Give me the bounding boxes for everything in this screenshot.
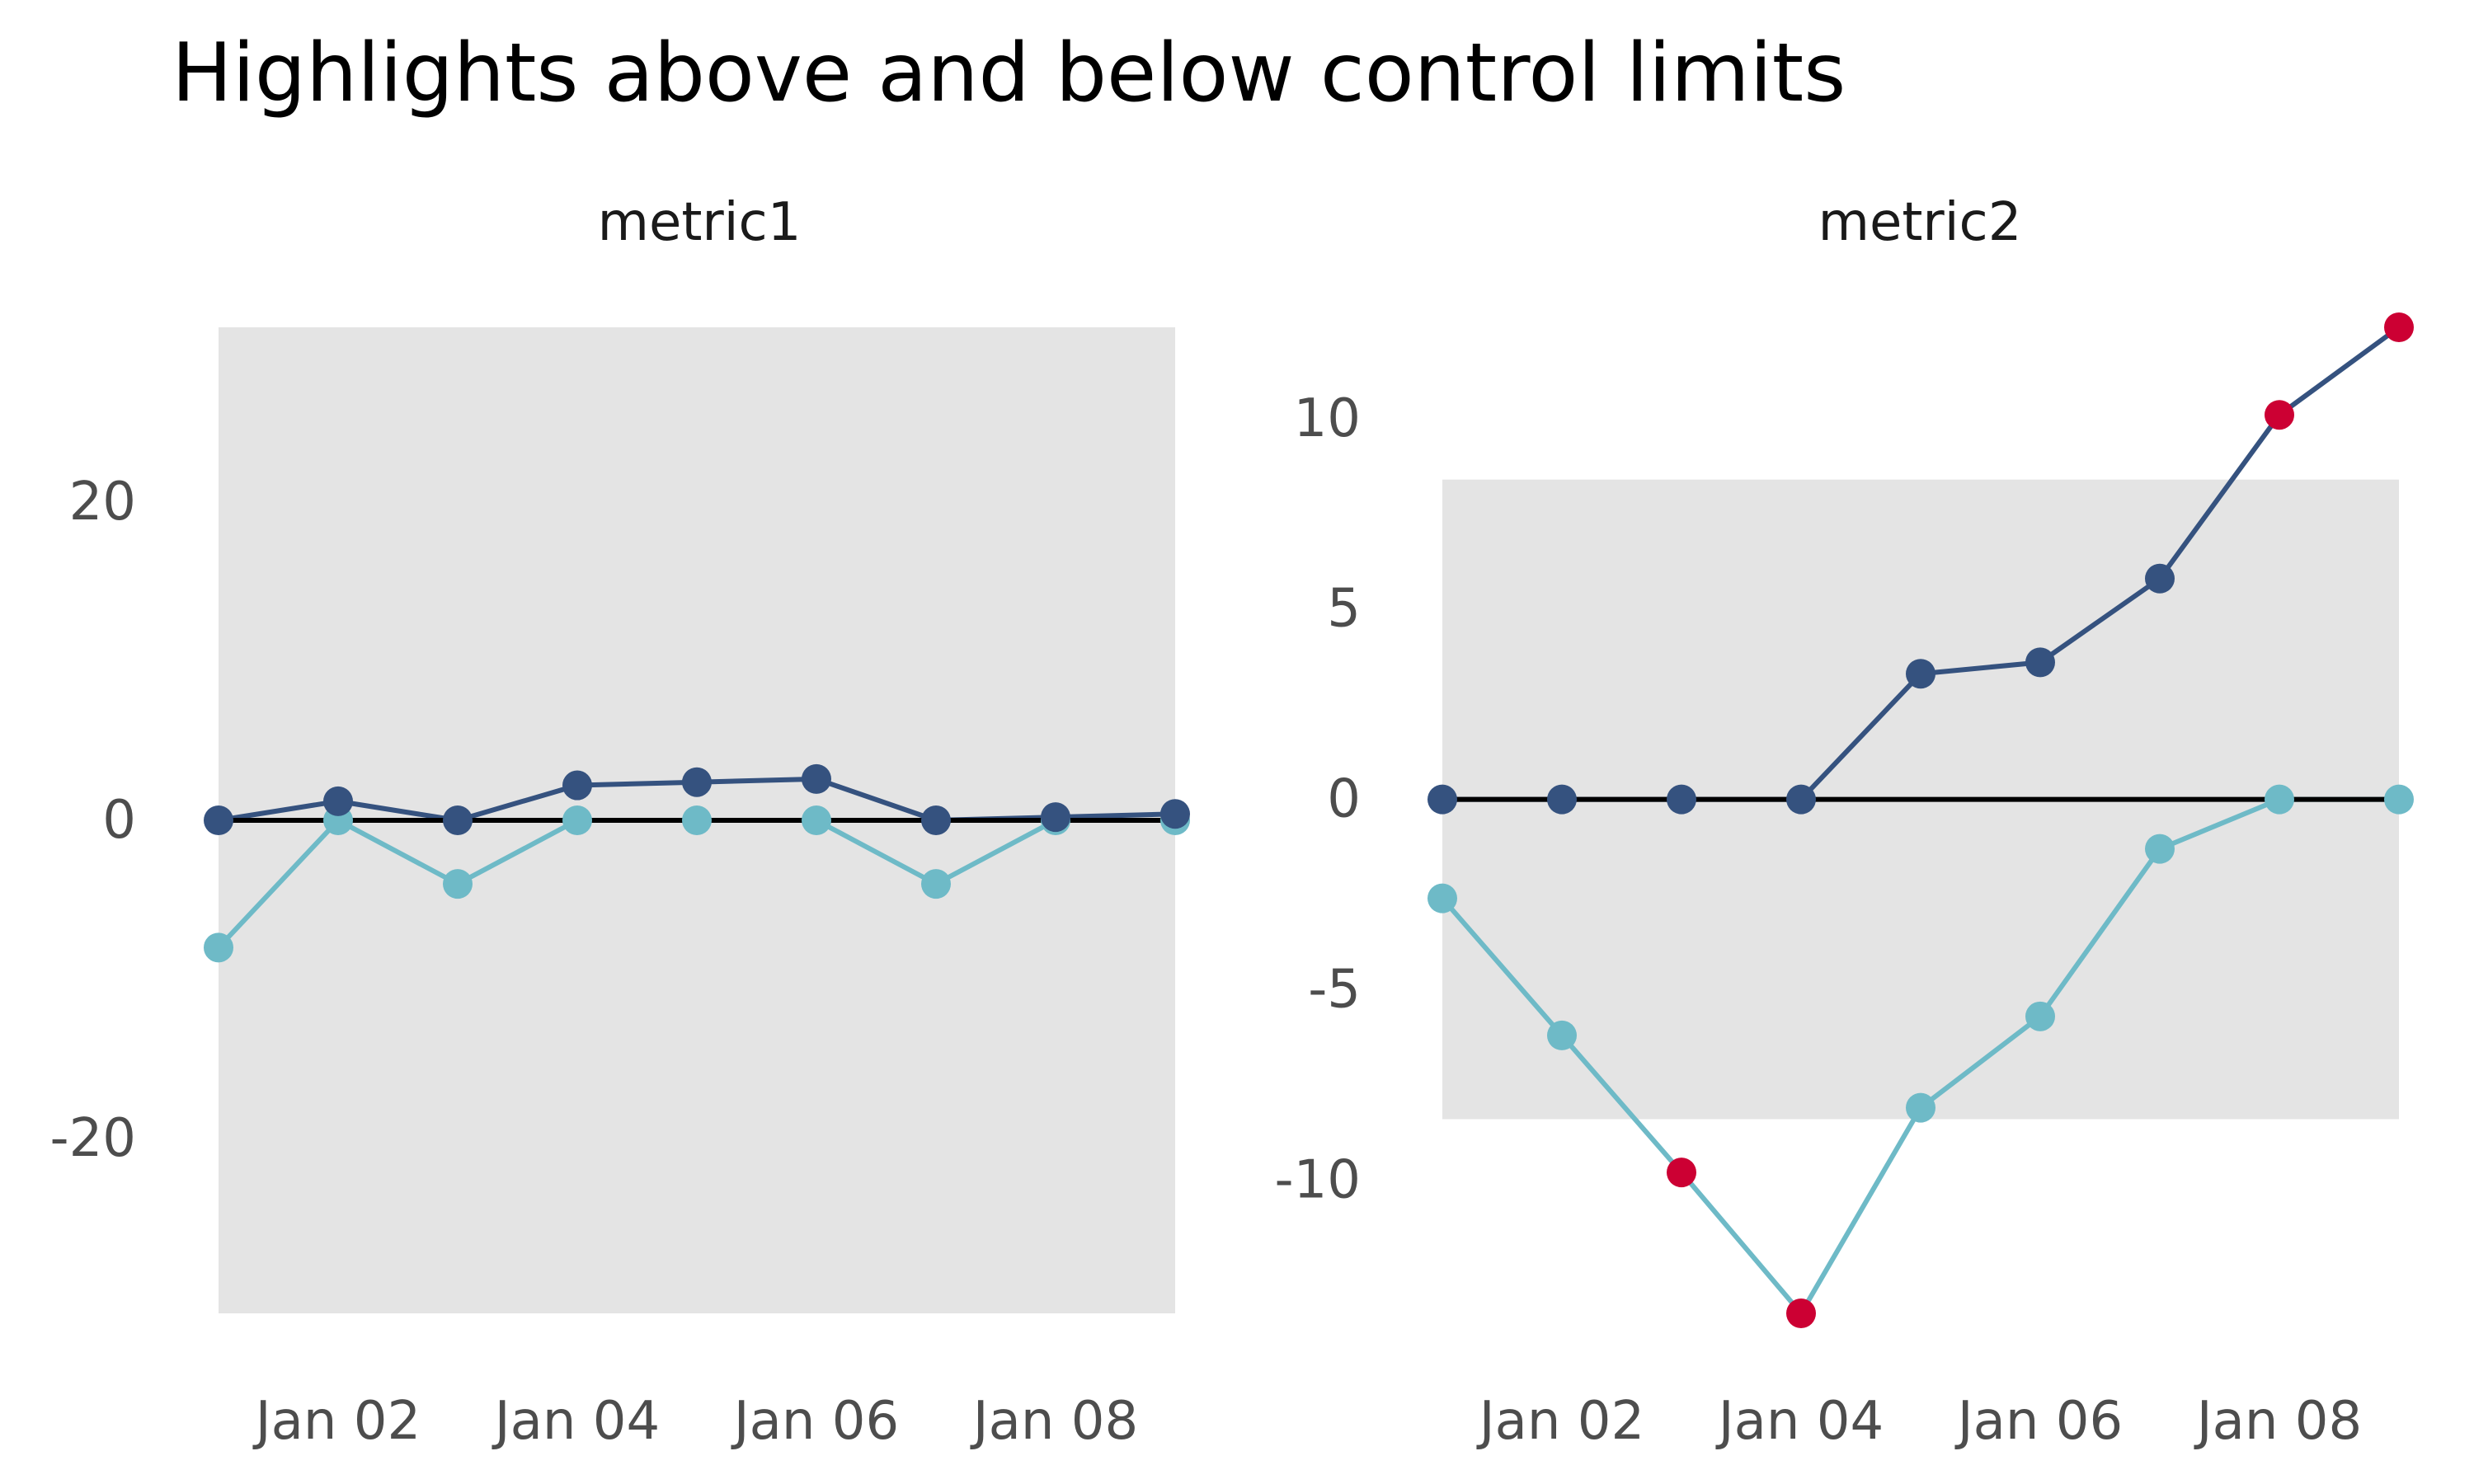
- chart-title: Highlights above and below control limit…: [172, 26, 1846, 120]
- x-tick-label: Jan 02: [1476, 1391, 1644, 1452]
- data-point-upper: [1041, 802, 1070, 833]
- x-tick-label: Jan 08: [970, 1391, 1138, 1452]
- data-point-upper: [1160, 799, 1190, 829]
- y-tick-label: 0: [1327, 769, 1361, 830]
- data-point-upper: [1786, 784, 1816, 815]
- facet-title-metric2: metric2: [1818, 192, 2022, 253]
- highlight-point-upper: [2384, 312, 2414, 342]
- y-tick-label: 0: [102, 790, 136, 851]
- facet-title-metric1: metric1: [598, 192, 802, 253]
- x-tick-label: Jan 06: [1954, 1391, 2123, 1452]
- facet-panel-metric1: metric1 -20 0 20 Jan 02 Jan 04 Jan 06 Jan 08: [49, 192, 1190, 1452]
- data-point-lower: [1906, 1092, 1935, 1123]
- x-tick-label: Jan 08: [2194, 1391, 2362, 1452]
- y-tick-label: 5: [1327, 579, 1361, 640]
- data-point-upper: [802, 763, 831, 794]
- highlight-point-lower: [1786, 1298, 1816, 1328]
- data-point-lower: [1547, 1020, 1577, 1050]
- highlight-point-upper: [2265, 400, 2294, 430]
- data-point-lower: [2145, 834, 2175, 864]
- data-point-lower: [682, 805, 712, 835]
- x-tick-label: Jan 06: [731, 1391, 899, 1452]
- data-point-upper: [2025, 647, 2055, 678]
- data-point-upper: [323, 786, 353, 816]
- x-tick-label: Jan 04: [492, 1391, 660, 1452]
- data-point-upper: [1667, 784, 1696, 815]
- data-point-upper: [1547, 784, 1577, 815]
- data-point-lower: [562, 805, 592, 835]
- y-tick-label: 10: [1294, 388, 1361, 449]
- data-point-lower: [2384, 784, 2414, 815]
- data-point-lower: [443, 869, 473, 899]
- facet-panel-metric2: metric2 10 5 0 -5 -10 Jan 02 Jan 04 Jan 06 Jan 0…: [1274, 192, 2414, 1452]
- data-point-lower: [802, 805, 831, 835]
- panel-plot-area-metric2: 10 5 0 -5 -10 Jan 02 Jan 04 Jan 06 Jan 08: [1274, 312, 2414, 1452]
- data-point-upper: [443, 805, 473, 835]
- data-point-upper: [2145, 563, 2175, 594]
- data-point-upper: [921, 805, 951, 835]
- x-tick-label: Jan 04: [1715, 1391, 1884, 1452]
- data-point-lower: [204, 932, 233, 963]
- data-point-lower: [921, 869, 951, 899]
- data-point-upper: [204, 805, 233, 835]
- y-tick-label: -5: [1308, 959, 1361, 1020]
- y-tick-label: -10: [1274, 1149, 1361, 1210]
- data-point-lower: [1427, 883, 1457, 913]
- x-tick-label: Jan 02: [252, 1391, 421, 1452]
- panel-plot-area-metric1: -20 0 20 Jan 02 Jan 04 Jan 06 Jan 08: [49, 327, 1190, 1452]
- data-point-upper: [1906, 659, 1935, 689]
- y-tick-label: 20: [69, 472, 136, 533]
- y-tick-label: -20: [49, 1108, 136, 1169]
- data-point-lower: [2265, 784, 2294, 815]
- data-point-upper: [1427, 784, 1457, 815]
- data-point-upper: [562, 770, 592, 801]
- highlight-point-lower: [1667, 1158, 1696, 1188]
- data-point-lower: [2025, 1001, 2055, 1031]
- data-point-upper: [682, 767, 712, 797]
